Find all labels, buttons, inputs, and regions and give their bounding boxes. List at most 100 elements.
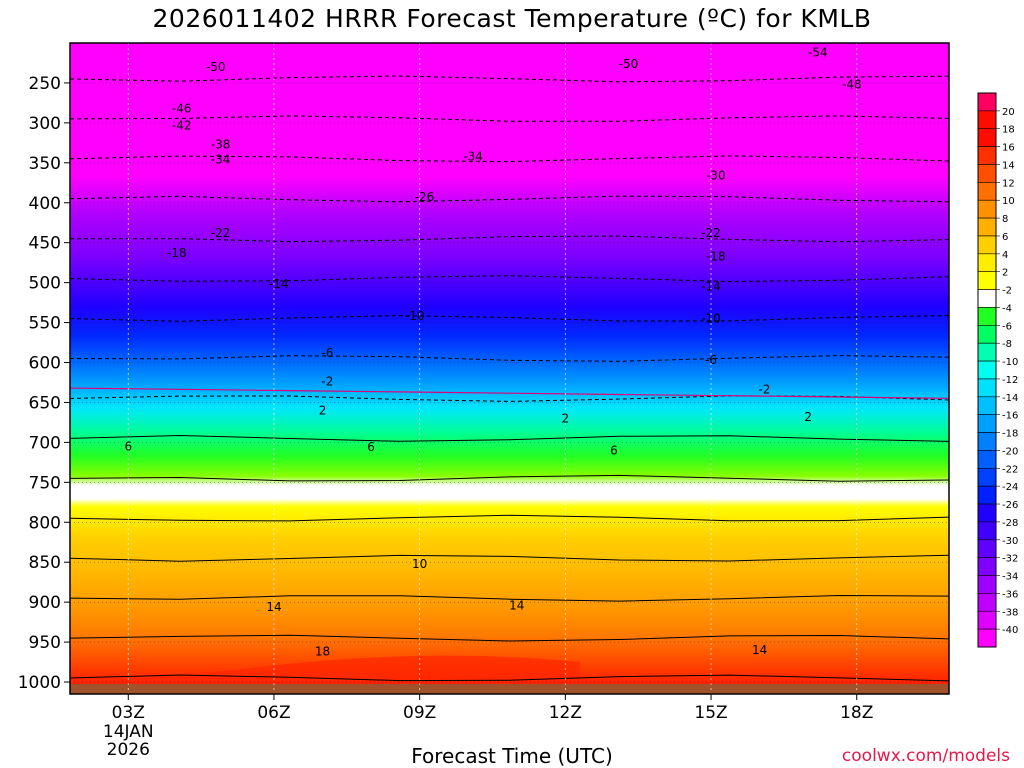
isotherm-contours: [69, 75, 950, 682]
colorbar-cell: [977, 92, 997, 112]
contour-label: -34: [211, 153, 231, 167]
x-tick-label: 06Z: [257, 703, 290, 723]
colorbar-cell: [977, 557, 997, 576]
x-date-label: 14JAN: [103, 722, 154, 742]
contour-label: 18: [315, 645, 330, 659]
y-tick-label: 850: [29, 553, 61, 573]
isotherm-line: [69, 674, 950, 682]
contour-label: 2: [319, 403, 327, 417]
contour-label: -22: [701, 226, 721, 240]
colorbar-tick-label: 20: [1002, 107, 1015, 118]
colorbar-cell: [977, 235, 997, 255]
isotherm-line: [69, 634, 950, 642]
contour-label: 6: [367, 440, 375, 454]
grid-lines: [70, 43, 949, 694]
y-tick-label: 550: [29, 314, 61, 334]
colorbar-tick-label: -36: [1002, 589, 1018, 600]
colorbar-tick-label: -2: [1002, 286, 1012, 297]
contour-label: -14: [269, 277, 289, 291]
colorbar-tick-label: -26: [1002, 500, 1018, 511]
isotherm-line: [69, 554, 950, 562]
colorbar-cell: [977, 360, 997, 380]
contour-label: -34: [463, 149, 483, 163]
contour-label: 2: [804, 410, 812, 424]
colorbar-cell: [977, 485, 997, 505]
colorbar-tick-label: -12: [1002, 375, 1018, 386]
colorbar-tick-label: -38: [1002, 607, 1018, 618]
y-tick-label: 650: [29, 393, 61, 413]
contour-label: -14: [701, 280, 721, 294]
y-tick-label: 1000: [18, 673, 61, 693]
colorbar-tick-label: 4: [1002, 250, 1008, 261]
contour-label: -46: [172, 101, 192, 115]
colorbar-tick-label: -14: [1002, 393, 1018, 404]
contour-label: 6: [124, 439, 132, 453]
y-tick-label: 600: [29, 354, 61, 374]
colorbar-cell: [977, 378, 997, 398]
colorbar-cell: [977, 539, 997, 558]
colorbar-cell: [977, 199, 997, 219]
y-tick-label: 300: [29, 114, 61, 134]
freezing-line: [69, 387, 950, 399]
isotherm-line: [69, 434, 950, 442]
x-tick-label: 18Z: [840, 703, 873, 723]
colorbar-tick-label: -18: [1002, 429, 1018, 440]
y-tick-label: 750: [29, 473, 61, 493]
contour-label: 14: [752, 643, 767, 657]
colorbar-cell: [977, 593, 997, 612]
x-tick-label: 15Z: [694, 703, 727, 723]
contour-label: -48: [842, 78, 862, 92]
contour-label: -6: [321, 346, 333, 360]
contour-label: -30: [706, 169, 726, 183]
colorbar-tick-label: -34: [1002, 572, 1018, 583]
contour-label: -54: [808, 46, 828, 60]
contour-label: -10: [701, 312, 721, 326]
chart-title: 2026011402 HRRR Forecast Temperature (ºC…: [152, 4, 872, 33]
colorbar-cell: [977, 289, 997, 308]
colorbar-tick-label: -16: [1002, 411, 1018, 422]
colorbar-tick-label: 16: [1002, 143, 1015, 154]
y-tick-label: 800: [29, 513, 61, 533]
y-tick-label: 400: [29, 194, 61, 214]
colorbar-tick-label: 14: [1002, 160, 1015, 171]
x-tick-label: 03Z: [112, 703, 145, 723]
ground-mask: [70, 684, 949, 694]
contour-label: 14: [266, 600, 281, 614]
colorbar-cell: [977, 164, 997, 183]
colorbar-cell: [977, 467, 997, 487]
watermark-link[interactable]: coolwx.com/models: [841, 746, 1010, 766]
colorbar-frame: [977, 92, 997, 648]
contour-label: 6: [610, 443, 618, 457]
contour-labels: -54-50 -50-48-46-42-38-34 -34-30-26-22 -22-…: [124, 46, 861, 659]
colorbar-tick-label: -40: [1002, 625, 1018, 636]
colorbar-cell: [977, 325, 997, 344]
contour-label: -50: [619, 57, 639, 71]
contour-label: -50: [206, 60, 226, 74]
colorbar-cell: [977, 396, 997, 415]
contour-label: -2: [321, 375, 333, 389]
axes: 250 300 350 400 450 500 550 600 650 700 750 800 850 9…: [18, 42, 950, 760]
colorbar-cell: [977, 110, 997, 130]
contour-label: -2: [758, 383, 770, 397]
colorbar-tick-label: -4: [1002, 303, 1012, 314]
colorbar-tick-label: -6: [1002, 321, 1012, 332]
temperature-field: [70, 43, 949, 694]
colorbar-cell: [977, 575, 997, 594]
y-tick-label: 500: [29, 274, 61, 294]
colorbar-cell: [977, 503, 997, 523]
contour-label: 10: [412, 557, 427, 571]
colorbar-tick-label: -30: [1002, 536, 1018, 547]
colorbar-tick-label: 2: [1002, 268, 1008, 279]
contour-label: 2: [562, 411, 570, 425]
plot-frame: [69, 42, 950, 695]
colorbar-cell: [977, 146, 997, 165]
colorbar-tick-label: 18: [1002, 125, 1015, 136]
colorbar-cell: [977, 450, 997, 469]
contour-label: 14: [509, 598, 524, 612]
y-tick-label: 450: [29, 234, 61, 254]
isotherm-line: [69, 594, 950, 602]
isotherm-line: [69, 514, 950, 522]
x-axis-label: Forecast Time (UTC): [411, 744, 613, 768]
contour-label: -10: [405, 309, 425, 323]
